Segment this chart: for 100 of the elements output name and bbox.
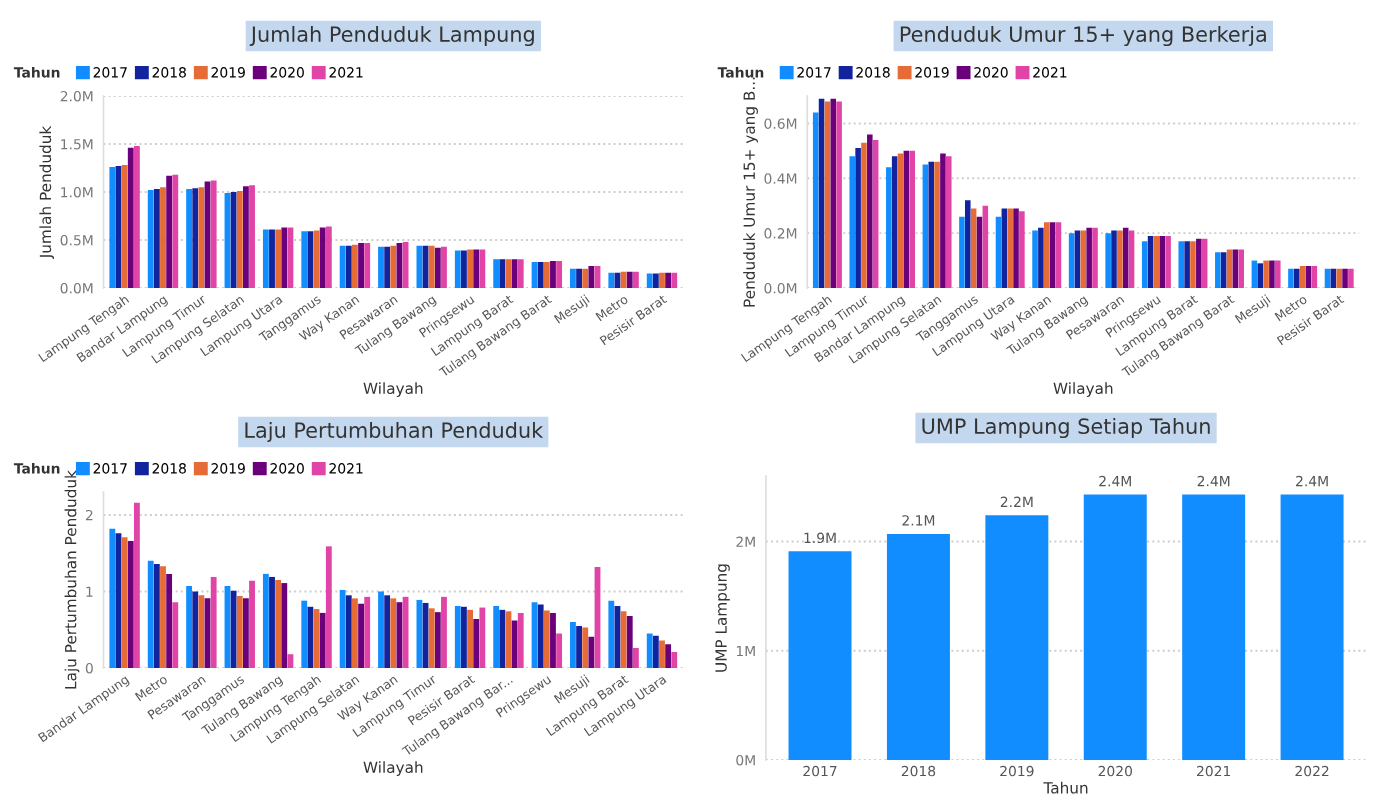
- bar: [147, 560, 154, 668]
- bar: [390, 598, 397, 668]
- bar: [325, 226, 332, 288]
- bar: [1165, 235, 1171, 288]
- bar: [262, 573, 269, 668]
- bar: [402, 241, 409, 288]
- bar: [849, 156, 856, 288]
- bar: [818, 98, 825, 288]
- bar: [339, 589, 346, 668]
- bar: [275, 580, 282, 668]
- bar: [1159, 235, 1166, 288]
- bar: [1049, 222, 1056, 288]
- bar: [160, 187, 166, 288]
- bar: [646, 633, 653, 668]
- bar: [461, 250, 467, 288]
- bar: [384, 246, 391, 288]
- bar: [1111, 230, 1117, 288]
- bar: [1305, 266, 1312, 288]
- bar: [1001, 208, 1008, 288]
- bar: [934, 161, 940, 288]
- bar: [1215, 252, 1221, 288]
- bar: [390, 245, 397, 288]
- bar: [511, 259, 518, 288]
- bar: [543, 262, 550, 288]
- bar: [940, 153, 946, 288]
- bar: [358, 242, 364, 288]
- bar: [319, 612, 326, 668]
- bar: [588, 636, 595, 668]
- bar: [192, 591, 199, 668]
- chart-title: Jumlah Penduduk Lampung: [249, 25, 534, 47]
- bar: [1238, 249, 1244, 288]
- bar: [493, 259, 500, 288]
- bar: [1348, 268, 1354, 288]
- bar: [867, 134, 873, 288]
- bar: [965, 200, 971, 288]
- bar: [608, 272, 615, 288]
- bar: [1074, 230, 1081, 288]
- bar: [626, 271, 633, 288]
- bar: [352, 244, 358, 288]
- bar: [632, 271, 639, 288]
- bar: [652, 273, 659, 288]
- bar: [1092, 227, 1098, 288]
- bar: [479, 249, 486, 288]
- bar: [467, 609, 473, 668]
- bar: [632, 648, 639, 668]
- bar: [198, 595, 205, 668]
- bar: [550, 261, 556, 288]
- bar: [364, 242, 371, 288]
- bar: [928, 161, 934, 288]
- bar: [1105, 233, 1111, 288]
- bar: [454, 606, 461, 668]
- bar: [1122, 227, 1129, 288]
- bar: [576, 625, 582, 668]
- bar: [269, 576, 275, 668]
- bar: [1269, 260, 1275, 288]
- bar: [812, 112, 819, 288]
- bar: [402, 596, 409, 668]
- bar: [172, 602, 179, 668]
- chart-title: UMP Lampung Setiap Tahun: [922, 417, 1210, 439]
- bar: [1220, 252, 1227, 288]
- bar: [230, 590, 237, 668]
- bar: [1178, 241, 1185, 288]
- bar: [1153, 235, 1160, 288]
- bar: [659, 640, 665, 668]
- bar: [236, 191, 243, 288]
- bar: [127, 540, 134, 668]
- bar: [976, 216, 983, 288]
- bar: [1086, 227, 1092, 288]
- bar: [556, 261, 563, 288]
- bar: [434, 612, 441, 668]
- bar: [339, 245, 346, 288]
- bar: [570, 268, 576, 288]
- bar: [345, 595, 352, 668]
- bar: [262, 229, 269, 288]
- bar: [588, 265, 595, 288]
- bar: [959, 216, 965, 288]
- bar: [1257, 263, 1264, 288]
- bar: [1032, 230, 1038, 288]
- bar: [1141, 241, 1148, 288]
- bar: [461, 606, 467, 668]
- bar: [166, 573, 173, 668]
- bar: [378, 591, 384, 668]
- bar: [982, 205, 989, 288]
- bar: [1288, 268, 1294, 288]
- bar: [210, 576, 217, 668]
- bar: [1019, 211, 1025, 288]
- bar: [570, 622, 576, 668]
- bar: [550, 612, 556, 668]
- bar: [909, 150, 915, 288]
- bar: [160, 566, 166, 668]
- bar: [1311, 266, 1318, 288]
- bar: [147, 190, 154, 288]
- bar: [1280, 494, 1344, 760]
- bar: [659, 272, 665, 288]
- bar: [665, 272, 672, 288]
- bar: [210, 180, 217, 288]
- bar: [499, 609, 506, 668]
- bar: [428, 608, 435, 668]
- bar: [281, 583, 288, 668]
- bar: [517, 612, 524, 668]
